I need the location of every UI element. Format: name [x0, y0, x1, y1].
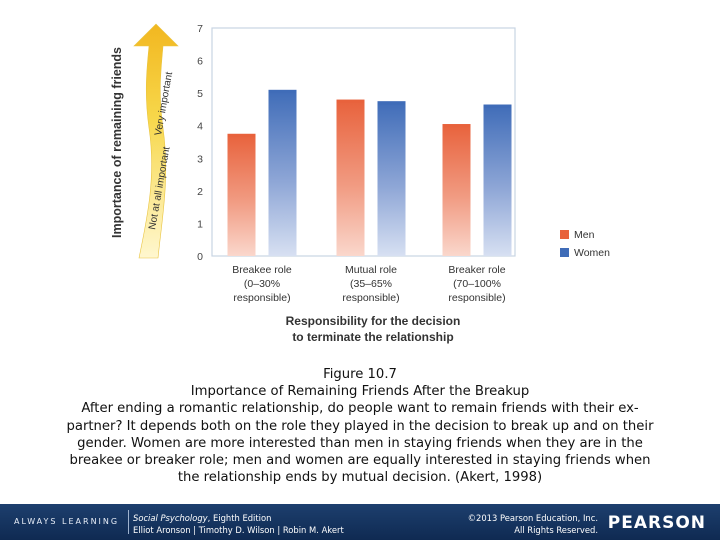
x-tick-label: (0–30%: [244, 278, 280, 290]
bar-women-1: [377, 101, 406, 257]
x-tick-label: responsible): [342, 292, 399, 304]
x-tick-label: Mutual role: [345, 264, 397, 276]
x-tick-label: Breaker role: [448, 264, 505, 276]
y-axis-label: Importance of remaining friends: [110, 47, 124, 238]
footer-copyright: ©2013 Pearson Education, Inc. All Rights…: [468, 512, 598, 536]
book-authors: Elliot Aronson | Timothy D. Wilson | Rob…: [133, 525, 344, 535]
legend-swatch-women: [560, 248, 569, 257]
y-tick-label: 7: [197, 23, 203, 35]
caption-line-1: After ending a romantic relationship, do…: [81, 401, 639, 417]
rights-text: All Rights Reserved.: [514, 525, 598, 535]
x-tick-label: responsible): [233, 292, 290, 304]
legend-label-women: Women: [574, 247, 610, 259]
figure-title: Importance of Remaining Friends After th…: [190, 384, 530, 400]
bar-top-women-0: [268, 89, 297, 93]
y-tick-label: 1: [197, 218, 203, 230]
pearson-logo: PEARSON: [607, 513, 706, 533]
book-edition: , Eighth Edition: [207, 513, 272, 523]
figure-number: Figure 10.7: [323, 367, 397, 382]
x-tick-label: (70–100%: [453, 278, 501, 290]
bar-top-women-1: [377, 101, 406, 105]
y-tick-label: 3: [197, 153, 203, 165]
caption-line-3: gender. Women are more interested than m…: [77, 435, 643, 451]
y-tick-label: 5: [197, 88, 203, 100]
figure-caption: Figure 10.7 Importance of Remaining Frie…: [6, 366, 714, 486]
x-tick-label: (35–65%: [350, 278, 392, 290]
bar-chart: 0 1 2 3 4 5 6 7 Breakee role (0–30% responsible) M…: [110, 23, 610, 344]
bar-men-1: [336, 99, 365, 257]
y-tick-label: 0: [197, 251, 203, 263]
bar-women-0: [268, 89, 297, 256]
legend-swatch-men: [560, 230, 569, 239]
bar-top-women-2: [483, 104, 512, 108]
footer-tagline: ALWAYS LEARNING: [14, 517, 120, 526]
x-tick-label: Breakee role: [232, 264, 292, 276]
bar-top-men-0: [227, 133, 256, 137]
bar-women-2: [483, 104, 512, 257]
legend-label-men: Men: [574, 229, 595, 241]
bar-men-2: [442, 124, 471, 256]
y-tick-label: 2: [197, 186, 203, 198]
x-axis-label-line-1: Responsibility for the decision: [286, 314, 461, 328]
copyright-text: ©2013 Pearson Education, Inc.: [467, 513, 598, 523]
bar-top-men-2: [442, 124, 471, 128]
footer-book-info: Social Psychology, Eighth Edition Elliot…: [133, 512, 344, 536]
footer-bar: ALWAYS LEARNING Social Psychology, Eight…: [0, 504, 720, 540]
x-axis-label-line-2: to terminate the relationship: [292, 330, 453, 344]
bar-top-men-1: [336, 99, 365, 103]
y-tick-label: 6: [197, 56, 203, 68]
x-tick-label: responsible): [448, 292, 505, 304]
caption-line-4: breakee or breaker role; men and women a…: [69, 453, 651, 469]
importance-arrow: [133, 23, 179, 259]
caption-line-2: partner? It depends both on the role the…: [66, 418, 654, 434]
footer-divider: [128, 510, 129, 534]
caption-line-5: the relationship ends by mutual decision…: [177, 470, 543, 486]
book-title: Social Psychology: [133, 513, 208, 523]
y-tick-label: 4: [197, 121, 203, 133]
bar-men-0: [227, 133, 256, 256]
